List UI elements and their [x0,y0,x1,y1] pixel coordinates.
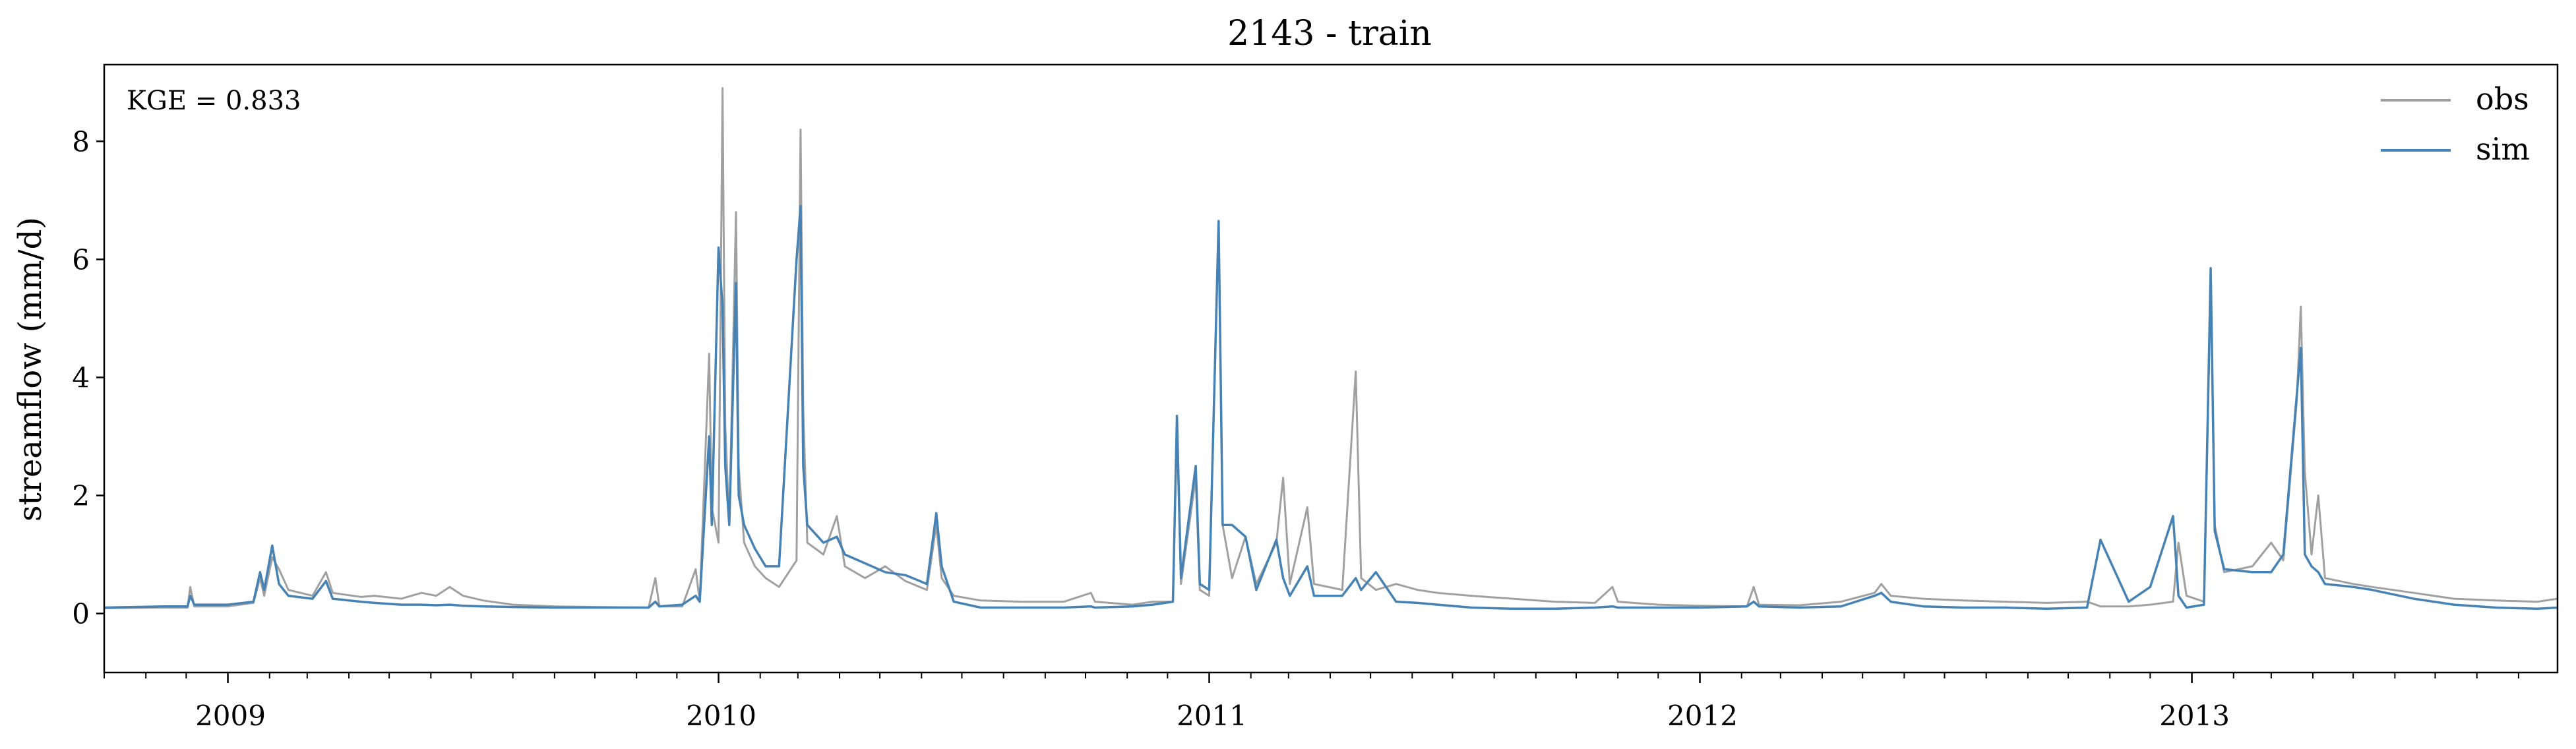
y-axis-label: streamflow (mm/d) [12,217,49,522]
axes-frame [103,63,2559,674]
y-tick-label-8: 8 [72,125,90,158]
x-tick-label-2011: 2011 [1177,700,1247,732]
legend: obs sim [2381,81,2530,167]
y-tick-label-6: 6 [72,243,90,276]
x-tick-label-2012: 2012 [1667,700,1738,732]
y-tick-label-2: 2 [72,479,90,512]
x-tick-label-2009: 2009 [195,700,266,732]
kge-annotation: KGE = 0.833 [127,86,301,116]
y-tick-label-4: 4 [72,361,90,394]
series-line-obs [104,87,2558,609]
legend-label-obs: obs [2476,81,2529,117]
x-tick-label-2013: 2013 [2159,700,2230,732]
legend-label-sim: sim [2476,131,2530,167]
y-tick-label-0: 0 [72,597,90,630]
x-tick-label-2010: 2010 [686,700,756,732]
plot-area: 0 2 4 6 8 2009 2010 2011 2012 2013 [72,63,2559,732]
chart-title: 2143 - train [1227,14,1432,53]
series-line-sim [104,205,2558,611]
